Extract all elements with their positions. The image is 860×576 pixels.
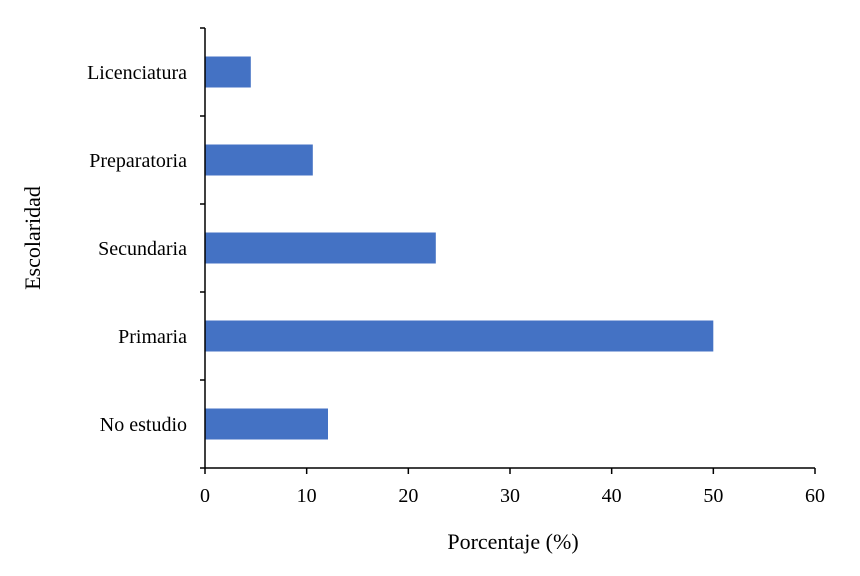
axes-layer: Licenciatura Preparatoria Secundaria Primar… <box>87 27 825 507</box>
category-label: Secundaria <box>98 238 187 260</box>
bar-no-estudio <box>205 408 328 440</box>
y-axis-title: Escolaridad <box>20 186 45 290</box>
bar-preparatoria <box>205 144 313 176</box>
category-label: No estudio <box>100 414 187 436</box>
x-tick-label: 50 <box>703 485 723 507</box>
x-tick-label: 40 <box>602 485 622 507</box>
bars-layer <box>205 56 714 440</box>
category-label: Preparatoria <box>89 150 187 172</box>
x-tick-label: 10 <box>297 485 317 507</box>
x-tick-label: 20 <box>398 485 418 507</box>
x-axis-title: Porcentaje (%) <box>447 529 578 554</box>
bar-primaria <box>205 320 714 352</box>
bar-licenciatura <box>205 56 251 88</box>
x-tick-label: 30 <box>500 485 520 507</box>
x-tick-label: 60 <box>805 485 825 507</box>
category-label: Licenciatura <box>87 62 187 84</box>
bar-secundaria <box>205 232 436 264</box>
x-tick-label: 0 <box>200 485 210 507</box>
category-label: Primaria <box>118 326 187 348</box>
